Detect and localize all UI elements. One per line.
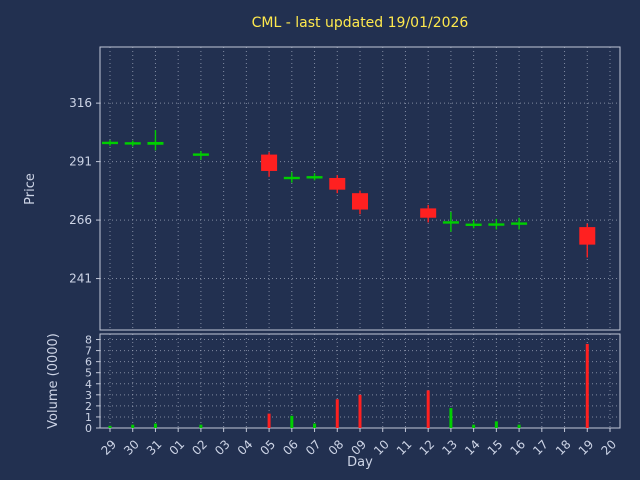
volume-bar <box>199 424 203 428</box>
x-tick-label: 02 <box>189 437 210 458</box>
volume-tick-label: 6 <box>85 356 92 369</box>
price-panel-frame <box>99 46 621 331</box>
candle-body <box>306 176 323 179</box>
price-axis-ticks: 241 266 291 316 <box>69 96 100 286</box>
volume-bar <box>313 423 317 428</box>
volume-bar <box>472 424 476 428</box>
volume-bar <box>290 415 294 428</box>
volume-tick-label: 2 <box>85 400 92 413</box>
volume-bar <box>585 343 589 428</box>
candle-body <box>420 208 437 218</box>
candle-body <box>511 222 528 225</box>
x-tick-label: 17 <box>530 437 551 458</box>
candle-body <box>579 227 596 245</box>
volume-bars-layer <box>108 343 589 428</box>
price-axis-label: Price <box>23 173 38 205</box>
volume-bar <box>267 413 271 428</box>
volume-tick-label: 3 <box>85 389 92 402</box>
x-tick-label: 05 <box>258 437 279 458</box>
volume-axis-label: Volume (0000) <box>46 333 61 429</box>
day-axis-ticks: 29 30 31 01 02 03 04 05 06 07 08 09 10 11 12 13 14 15 16 17… <box>98 428 619 458</box>
x-tick-label: 13 <box>439 437 460 458</box>
volume-bar <box>108 425 112 428</box>
x-tick-label: 14 <box>462 437 483 458</box>
price-tick-label: 291 <box>69 155 92 169</box>
x-tick-label: 12 <box>417 437 438 458</box>
x-tick-label: 19 <box>576 437 597 458</box>
candles-layer <box>102 130 596 258</box>
volume-tick-label: 1 <box>85 411 92 424</box>
candle-body <box>465 223 482 226</box>
volume-bar <box>153 423 157 428</box>
x-tick-label: 01 <box>167 437 188 458</box>
x-tick-label: 15 <box>485 437 506 458</box>
x-tick-label: 29 <box>98 437 119 458</box>
candle-body <box>352 193 368 210</box>
volume-bar <box>335 399 339 428</box>
x-tick-label: 16 <box>508 437 529 458</box>
x-tick-label: 08 <box>326 437 347 458</box>
x-tick-label: 30 <box>121 437 142 458</box>
x-tick-label: 20 <box>598 437 619 458</box>
candle-body <box>329 177 346 190</box>
volume-tick-label: 7 <box>85 345 92 358</box>
candle-body <box>102 141 118 145</box>
x-tick-label: 04 <box>235 437 256 458</box>
x-tick-label: 10 <box>371 437 392 458</box>
gridlines <box>100 47 620 429</box>
price-tick-label: 316 <box>69 96 92 110</box>
x-tick-label: 18 <box>553 437 574 458</box>
x-tick-label: 06 <box>280 437 301 458</box>
candle-body <box>192 153 209 156</box>
candle-body <box>124 142 141 145</box>
candle-body <box>261 154 278 171</box>
volume-tick-label: 5 <box>85 367 92 380</box>
volume-bar <box>517 424 521 428</box>
candle-body <box>488 223 505 226</box>
candle-body <box>442 221 459 224</box>
x-tick-label: 31 <box>144 437 165 458</box>
volume-bar <box>131 424 135 428</box>
candle-body <box>147 141 164 145</box>
chart-title: CML - last updated 19/01/2026 <box>252 15 469 31</box>
volume-tick-label: 8 <box>85 334 92 347</box>
volume-bar <box>449 408 453 428</box>
x-axis-label: Day <box>347 455 373 470</box>
price-tick-label: 241 <box>69 272 92 286</box>
x-tick-label: 03 <box>212 437 233 458</box>
volume-bar <box>494 421 498 428</box>
volume-bar <box>358 394 362 428</box>
price-tick-label: 266 <box>69 213 92 227</box>
x-tick-label: 11 <box>394 437 415 458</box>
volume-bar <box>426 390 430 428</box>
volume-tick-label: 0 <box>85 422 92 435</box>
x-tick-label: 07 <box>303 437 324 458</box>
volume-tick-label: 4 <box>85 378 92 391</box>
candle-body <box>283 176 300 180</box>
